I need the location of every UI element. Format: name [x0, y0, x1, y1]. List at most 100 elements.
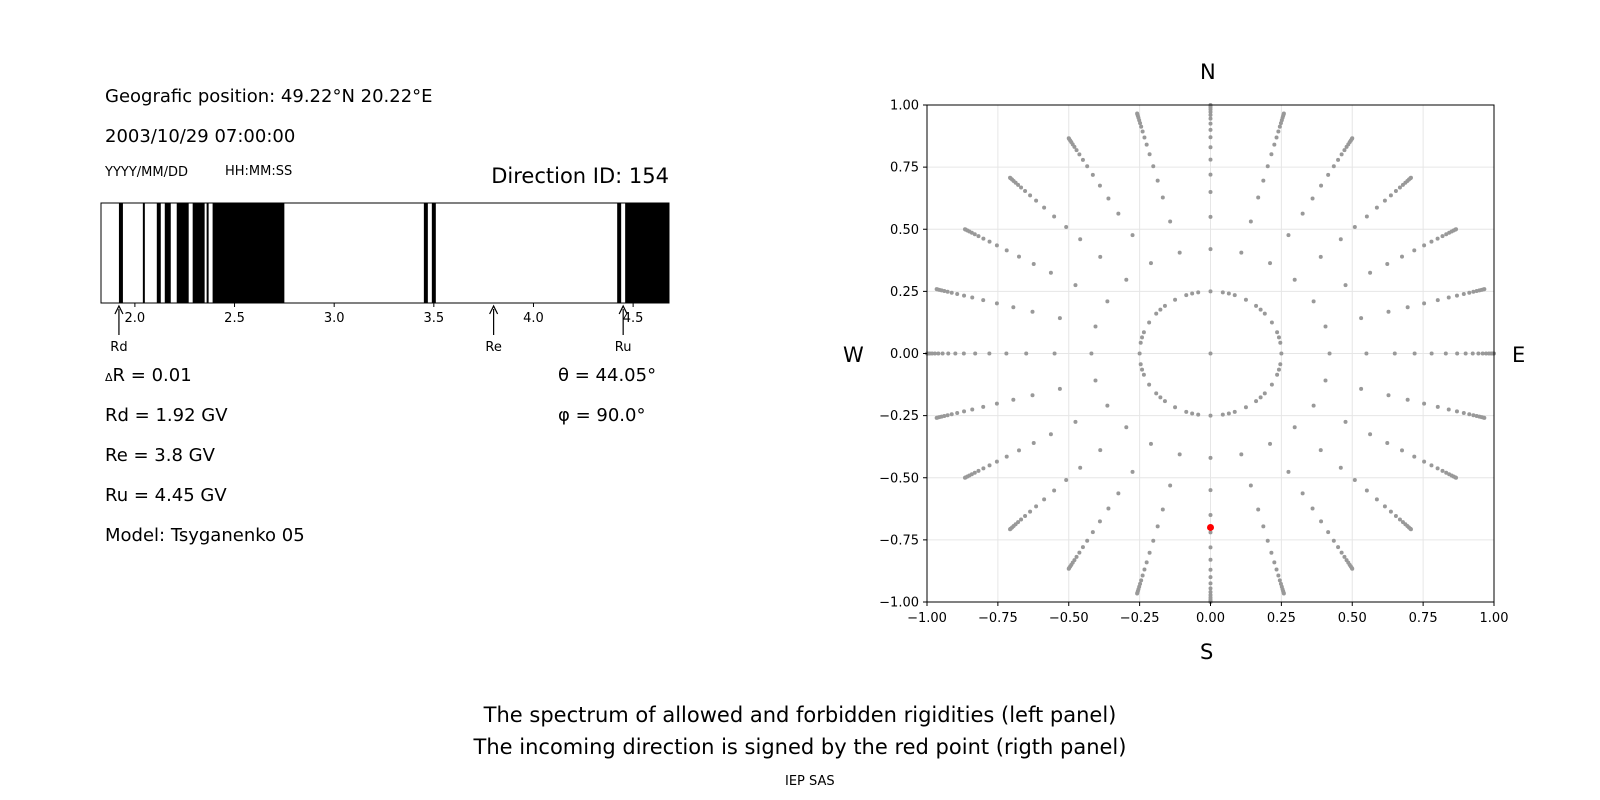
scatter-direction-point [1116, 211, 1121, 216]
scatter-direction-point [1028, 509, 1033, 514]
scatter-direction-point [1265, 164, 1270, 169]
scatter-direction-point [962, 409, 967, 414]
scatter-direction-point [1177, 250, 1182, 255]
scatter-direction-point [1258, 307, 1263, 312]
scatter-direction-point [1093, 324, 1098, 329]
scatter-direction-point [1090, 530, 1095, 535]
scatter-direction-point [1286, 233, 1291, 238]
scatter-direction-point [1090, 172, 1095, 177]
scatter-direction-point [1144, 560, 1149, 565]
scatter-direction-point [932, 351, 937, 356]
scatter-direction-point [1336, 545, 1341, 550]
scatter-direction-point [1454, 409, 1459, 414]
scatter-direction-point [1256, 507, 1261, 512]
scatter-direction-point [1277, 124, 1282, 129]
scatter-direction-point [1162, 399, 1167, 404]
scatter-direction-point [1030, 393, 1035, 398]
scatter-direction-point [1208, 112, 1213, 117]
scatter-direction-point [953, 351, 958, 356]
rd-value: Rd = 1.92 GV [105, 405, 228, 426]
scatter-y-tick-label: −0.25 [879, 409, 919, 424]
spectrum-marker-arrowhead [114, 304, 124, 315]
scatter-direction-point [949, 412, 954, 417]
scatter-direction-point [1364, 214, 1369, 219]
scatter-direction-point [1467, 412, 1472, 417]
credit-label: IEP SAS [785, 774, 835, 789]
spectrum-marker-label: Rd [110, 340, 127, 355]
scatter-direction-point [1208, 135, 1213, 140]
scatter-direction-point [1275, 330, 1280, 335]
scatter-direction-point [1350, 566, 1355, 571]
scatter-direction-point [1177, 452, 1182, 457]
scatter-y-tick-label: 0.00 [890, 347, 919, 362]
scatter-direction-point [1269, 152, 1274, 157]
scatter-direction-point [1385, 440, 1390, 445]
scatter-direction-point [1106, 506, 1111, 511]
scatter-direction-point [1444, 470, 1449, 475]
scatter-direction-point [1342, 148, 1347, 153]
scatter-direction-point [1173, 297, 1178, 302]
spectrum-marker-arrowhead [489, 304, 499, 315]
scatter-direction-point [1093, 378, 1098, 383]
scatter-direction-point [1141, 372, 1146, 377]
scatter-direction-point [1106, 196, 1111, 201]
scatter-direction-point [1160, 507, 1165, 512]
compass-east: E [1512, 343, 1526, 367]
scatter-direction-point [1275, 372, 1280, 377]
scatter-direction-point [1085, 538, 1090, 543]
scatter-direction-point [1364, 351, 1369, 356]
scatter-direction-point [1034, 198, 1039, 203]
scatter-direction-point [1135, 111, 1140, 116]
scatter-direction-point [1208, 116, 1213, 121]
scatter-direction-point [1042, 497, 1047, 502]
scatter-direction-point [1142, 135, 1147, 140]
scatter-direction-point [1208, 530, 1213, 535]
scatter-direction-point [1386, 393, 1391, 398]
scatter-direction-point [1073, 283, 1078, 288]
scatter-x-tick-label: −0.25 [1120, 611, 1160, 626]
scatter-direction-point [1327, 351, 1332, 356]
scatter-direction-point [1019, 185, 1024, 190]
scatter-direction-point [1064, 224, 1069, 229]
scatter-direction-point [1138, 340, 1143, 345]
scatter-direction-point [1130, 233, 1135, 238]
scatter-direction-point [1382, 504, 1387, 509]
scatter-direction-point [1422, 401, 1427, 406]
scatter-direction-point [1343, 419, 1348, 424]
scatter-direction-point [1412, 248, 1417, 253]
scatter-direction-point [1261, 524, 1266, 529]
scatter-direction-point [1023, 188, 1028, 193]
scatter-direction-point [1208, 545, 1213, 550]
scatter-direction-point [1467, 290, 1472, 295]
scatter-direction-point [1248, 219, 1253, 224]
scatter-direction-point [1331, 538, 1336, 543]
datetime: 2003/10/29 07:00:00 [105, 126, 296, 147]
scatter-direction-point [1268, 441, 1273, 446]
scatter-direction-point [1073, 419, 1078, 424]
scatter-direction-point [1292, 277, 1297, 282]
spectrum-marker-arrowhead [618, 304, 628, 315]
scatter-direction-point [1254, 399, 1259, 404]
spectrum-forbidden-band [617, 203, 622, 303]
spectrum-forbidden-band [156, 203, 161, 303]
spectrum-forbidden-band [206, 203, 209, 303]
scatter-direction-point [1011, 305, 1016, 310]
scatter-direction-point [1048, 270, 1053, 275]
scatter-direction-point [946, 351, 951, 356]
scatter-direction-point [1140, 367, 1145, 372]
scatter-y-tick-label: 0.25 [890, 285, 919, 300]
scatter-direction-point [1392, 351, 1397, 356]
scatter-direction-point [1272, 142, 1277, 147]
scatter-direction-point [1440, 234, 1445, 239]
spectrum-marker-label: Re [485, 340, 501, 355]
scatter-direction-point [1139, 578, 1144, 583]
scatter-direction-point [1269, 320, 1274, 325]
scatter-direction-point [1034, 504, 1039, 509]
spectrum-forbidden-band [625, 203, 669, 303]
scatter-direction-point [1352, 478, 1357, 483]
scatter-direction-point [1144, 142, 1149, 147]
re-value: Re = 3.8 GV [105, 445, 215, 466]
scatter-direction-point [1162, 303, 1167, 308]
scatter-direction-point [1311, 299, 1316, 304]
scatter-direction-point [1078, 465, 1083, 470]
